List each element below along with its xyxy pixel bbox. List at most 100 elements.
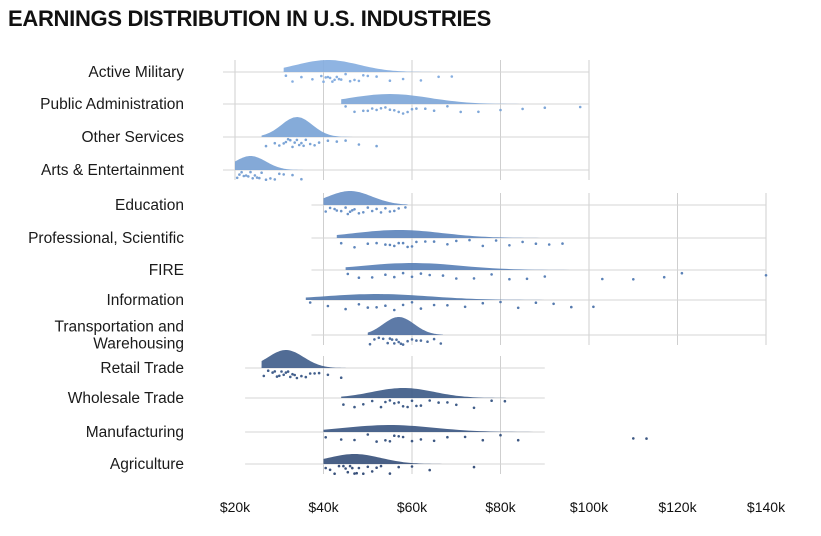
point-professional-scientific-5 xyxy=(388,243,392,247)
point-fire-1 xyxy=(357,276,361,280)
point-wholesale-trade-13 xyxy=(419,404,423,407)
density-active-military xyxy=(283,60,457,72)
point-public-administration-1 xyxy=(353,110,356,114)
point-fire-5 xyxy=(401,271,405,275)
point-agriculture-6 xyxy=(346,470,350,474)
point-public-administration-13 xyxy=(410,107,414,111)
point-public-administration-8 xyxy=(388,108,392,111)
point-other-services-0 xyxy=(264,144,268,148)
point-other-services-19 xyxy=(344,139,347,142)
point-professional-scientific-13 xyxy=(432,240,436,243)
point-active-military-12 xyxy=(337,77,341,81)
point-transportation-and-warehousing-17 xyxy=(432,337,436,341)
point-other-services-11 xyxy=(300,141,303,145)
point-manufacturing-15 xyxy=(481,438,485,442)
category-label-education: Education xyxy=(115,197,184,214)
point-public-administration-11 xyxy=(401,112,405,115)
point-wholesale-trade-5 xyxy=(384,400,387,404)
point-arts-entertainment-0 xyxy=(235,176,239,180)
point-retail-trade-12 xyxy=(293,373,297,377)
point-transportation-and-warehousing-16 xyxy=(426,340,429,344)
point-fire-18 xyxy=(662,275,666,279)
point-agriculture-4 xyxy=(342,464,345,468)
point-manufacturing-3 xyxy=(366,433,370,436)
point-education-14 xyxy=(375,207,378,211)
point-transportation-and-warehousing-8 xyxy=(395,338,398,342)
point-education-5 xyxy=(344,206,347,209)
point-transportation-and-warehousing-1 xyxy=(373,338,376,341)
point-retail-trade-11 xyxy=(291,372,294,376)
point-active-military-16 xyxy=(353,78,356,82)
point-active-military-1 xyxy=(291,80,294,83)
point-wholesale-trade-14 xyxy=(428,399,432,402)
point-information-12 xyxy=(446,304,449,307)
point-active-military-17 xyxy=(357,79,361,83)
point-wholesale-trade-19 xyxy=(490,399,493,403)
point-professional-scientific-9 xyxy=(406,245,409,249)
point-wholesale-trade-18 xyxy=(472,406,476,410)
point-manufacturing-8 xyxy=(397,435,401,438)
point-arts-entertainment-2 xyxy=(240,170,243,174)
point-education-12 xyxy=(366,206,370,209)
point-agriculture-0 xyxy=(324,466,328,470)
point-other-services-7 xyxy=(291,145,294,149)
point-information-5 xyxy=(375,306,378,309)
point-wholesale-trade-7 xyxy=(393,402,396,405)
point-other-services-10 xyxy=(297,143,301,147)
point-information-15 xyxy=(499,300,502,304)
density-professional-scientific xyxy=(336,230,572,238)
point-information-10 xyxy=(419,307,423,310)
point-public-administration-20 xyxy=(499,108,502,112)
point-other-services-5 xyxy=(286,137,290,141)
category-label-retail-trade: Retail Trade xyxy=(100,360,184,377)
point-public-administration-22 xyxy=(543,106,547,109)
point-retail-trade-6 xyxy=(280,370,283,373)
point-professional-scientific-1 xyxy=(353,246,356,249)
point-agriculture-15 xyxy=(375,466,378,470)
point-professional-scientific-19 xyxy=(508,244,511,247)
point-professional-scientific-3 xyxy=(375,241,378,245)
point-public-administration-14 xyxy=(415,107,418,110)
point-other-services-14 xyxy=(308,142,312,146)
category-label-active-military: Active Military xyxy=(88,64,184,81)
point-agriculture-17 xyxy=(388,472,392,475)
point-agriculture-21 xyxy=(472,465,476,469)
point-agriculture-9 xyxy=(353,472,356,475)
point-public-administration-2 xyxy=(362,109,365,113)
category-label-public-administration: Public Administration xyxy=(40,96,184,113)
point-transportation-and-warehousing-0 xyxy=(368,342,372,346)
point-active-military-19 xyxy=(366,74,370,78)
point-agriculture-19 xyxy=(410,465,414,468)
category-labels: Active Military Public Administration Othe… xyxy=(28,64,185,473)
point-fire-19 xyxy=(680,271,684,275)
point-public-administration-17 xyxy=(446,105,449,108)
point-public-administration-12 xyxy=(406,110,409,114)
point-fire-6 xyxy=(410,275,414,279)
point-arts-entertainment-6 xyxy=(249,170,252,174)
point-agriculture-20 xyxy=(428,468,432,472)
point-public-administration-19 xyxy=(477,110,480,114)
point-transportation-and-warehousing-4 xyxy=(386,341,390,345)
point-agriculture-14 xyxy=(370,470,374,473)
point-other-services-16 xyxy=(317,141,321,144)
point-retail-trade-16 xyxy=(308,372,312,375)
tick-label-140000: $140k xyxy=(747,499,786,515)
point-education-13 xyxy=(370,209,374,213)
point-active-military-9 xyxy=(331,80,334,83)
point-retail-trade-3 xyxy=(273,370,277,373)
point-other-services-9 xyxy=(295,138,299,142)
point-wholesale-trade-12 xyxy=(415,404,418,408)
category-label-agriculture: Agriculture xyxy=(110,456,184,473)
point-arts-entertainment-13 xyxy=(269,177,272,180)
point-active-military-23 xyxy=(419,79,423,82)
point-public-administration-21 xyxy=(521,107,524,111)
point-professional-scientific-20 xyxy=(521,240,524,244)
point-agriculture-12 xyxy=(362,472,365,476)
point-information-3 xyxy=(357,303,361,306)
point-manufacturing-17 xyxy=(516,438,520,442)
point-fire-7 xyxy=(419,272,423,275)
point-retail-trade-18 xyxy=(317,371,321,375)
point-education-4 xyxy=(339,209,343,213)
point-public-administration-7 xyxy=(384,106,387,109)
point-information-7 xyxy=(393,308,396,312)
